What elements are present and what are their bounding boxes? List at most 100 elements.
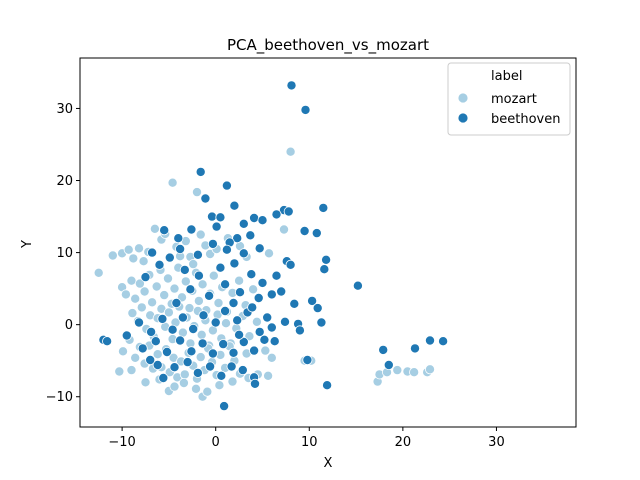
point-beethoven-87 (269, 336, 280, 347)
point-mozart-36 (151, 281, 162, 292)
point-beethoven-33 (140, 272, 151, 283)
point-beethoven-37 (215, 262, 226, 273)
point-beethoven-106 (145, 354, 156, 365)
point-beethoven-54 (279, 316, 290, 327)
point-mozart-30 (126, 275, 137, 286)
x-axis: −10 0 10 20 30 (108, 427, 505, 450)
point-beethoven-89 (322, 380, 333, 391)
point-mozart-5 (133, 243, 144, 254)
point-mozart-121 (114, 366, 125, 377)
point-mozart-29 (120, 289, 131, 300)
point-beethoven-67 (177, 312, 188, 323)
point-mozart-45 (184, 303, 195, 314)
point-mozart-27 (278, 224, 289, 235)
x-tick-label-20: 20 (395, 435, 412, 450)
point-beethoven-75 (137, 343, 148, 354)
point-beethoven-1 (300, 104, 311, 115)
point-beethoven-20 (173, 233, 184, 244)
point-beethoven-76 (150, 336, 161, 347)
point-beethoven-66 (188, 323, 199, 334)
point-beethoven-85 (249, 345, 260, 356)
y-tick-label--10: −10 (46, 390, 73, 405)
point-beethoven-50 (352, 280, 363, 291)
point-beethoven-103 (249, 378, 260, 389)
point-mozart-59 (248, 284, 259, 295)
point-beethoven-104 (219, 401, 230, 412)
point-beethoven-29 (254, 243, 265, 254)
point-beethoven-11 (257, 215, 268, 226)
point-beethoven-68 (167, 324, 178, 335)
point-beethoven-15 (299, 225, 310, 236)
point-beethoven-112 (192, 249, 203, 260)
point-beethoven-74 (121, 330, 132, 341)
point-beethoven-94 (438, 336, 449, 347)
legend-marker-beethoven (457, 112, 469, 124)
point-beethoven-91 (383, 359, 394, 370)
point-beethoven-101 (237, 365, 248, 376)
point-beethoven-73 (102, 336, 113, 347)
point-beethoven-21 (232, 233, 243, 244)
point-beethoven-24 (207, 238, 218, 249)
point-beethoven-48 (185, 284, 196, 295)
point-mozart-39 (162, 273, 173, 284)
point-beethoven-46 (220, 279, 231, 290)
point-beethoven-40 (257, 277, 268, 288)
point-beethoven-18 (186, 224, 197, 235)
point-beethoven-80 (197, 338, 208, 349)
point-mozart-18 (195, 229, 206, 240)
point-mozart-143 (409, 367, 420, 378)
point-mozart-126 (169, 381, 180, 392)
chart-title: PCA_beethoven_vs_mozart (227, 36, 429, 55)
point-mozart-25 (263, 248, 274, 259)
point-beethoven-38 (229, 258, 240, 269)
y-tick-label-30: 30 (56, 102, 73, 117)
point-beethoven-63 (220, 305, 231, 316)
point-beethoven-56 (316, 317, 327, 328)
point-mozart-60 (127, 308, 138, 319)
point-mozart-110 (195, 352, 206, 363)
point-mozart-132 (227, 376, 238, 387)
point-mozart-122 (126, 365, 137, 376)
legend-box (447, 62, 571, 136)
point-mozart-32 (134, 278, 145, 289)
legend-marker-mozart (457, 92, 469, 104)
point-beethoven-22 (245, 230, 256, 241)
point-beethoven-19 (159, 225, 170, 236)
point-beethoven-60 (254, 326, 265, 337)
point-beethoven-110 (228, 297, 239, 308)
point-beethoven-34 (154, 259, 165, 270)
point-beethoven-42 (266, 289, 277, 300)
point-beethoven-86 (259, 334, 270, 345)
point-beethoven-47 (204, 290, 215, 301)
legend-title: label (491, 69, 522, 84)
point-beethoven-77 (161, 346, 172, 357)
point-beethoven-100 (226, 361, 237, 372)
point-beethoven-98 (205, 361, 216, 372)
x-axis-title: X (324, 456, 333, 471)
point-mozart-38 (159, 290, 170, 301)
point-beethoven-10 (249, 212, 260, 223)
point-mozart-128 (190, 383, 201, 394)
point-beethoven-3 (221, 180, 232, 191)
point-beethoven-12 (206, 211, 217, 222)
point-beethoven-71 (133, 317, 144, 328)
point-mozart-127 (178, 377, 189, 388)
point-beethoven-35 (179, 264, 190, 275)
point-mozart-123 (140, 377, 151, 388)
point-mozart-106 (179, 369, 190, 380)
point-mozart-57 (234, 275, 245, 286)
point-beethoven-108 (164, 252, 175, 263)
point-beethoven-13 (215, 212, 226, 223)
x-tick-label-0: 0 (212, 435, 220, 450)
point-mozart-6 (138, 256, 149, 267)
point-mozart-0 (93, 267, 104, 278)
point-mozart-4 (128, 253, 139, 264)
y-axis: −10 0 10 20 30 (46, 102, 80, 405)
point-beethoven-2 (195, 166, 206, 177)
point-beethoven-96 (182, 357, 193, 368)
point-beethoven-109 (175, 243, 186, 254)
point-mozart-62 (136, 302, 147, 313)
point-mozart-69 (163, 307, 174, 318)
point-beethoven-65 (198, 310, 209, 321)
y-tick-label-20: 20 (56, 174, 73, 189)
